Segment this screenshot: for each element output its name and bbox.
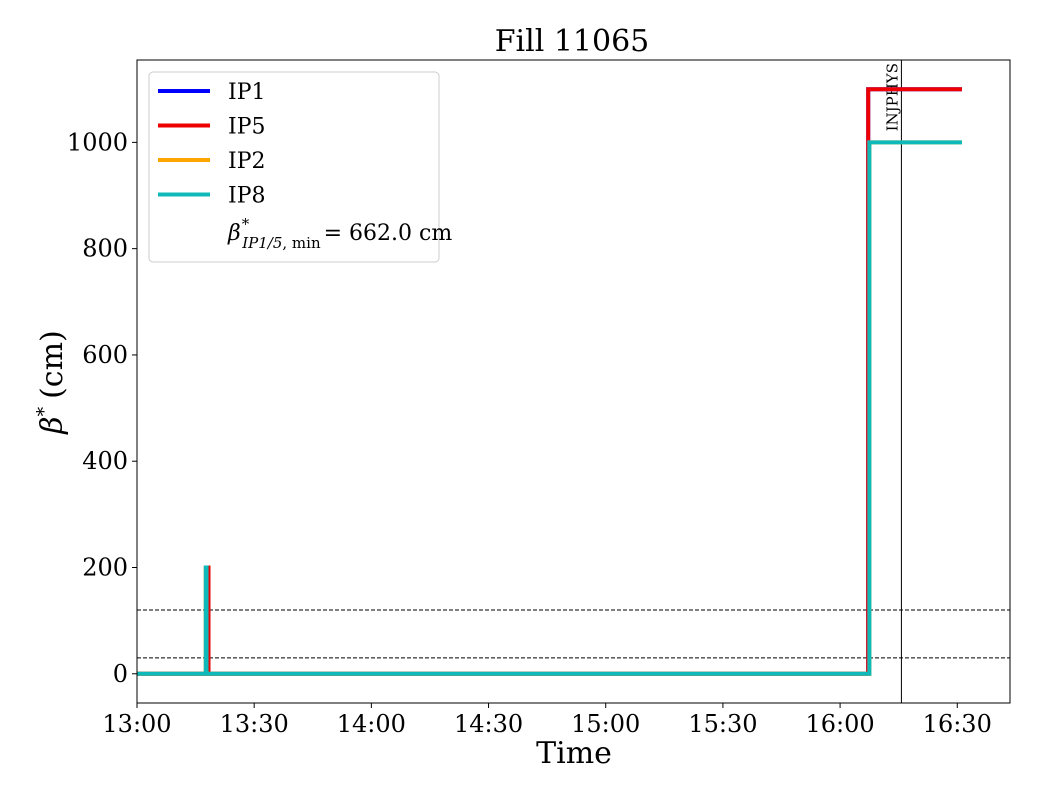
legend-label-ip1: IP1 xyxy=(228,80,266,105)
x-tick-label: 15:00 xyxy=(571,710,640,738)
legend-label-ip2: IP2 xyxy=(228,149,266,174)
legend-label-ip5: IP5 xyxy=(228,115,266,140)
y-axis-title-unit: (cm) xyxy=(35,330,70,399)
x-axis: 13:00 13:30 14:00 14:30 15:00 15:30 16:00 16:30 xyxy=(102,703,992,738)
series-lines xyxy=(137,87,962,676)
y-tick-label: 0 xyxy=(113,660,128,688)
y-axis-title: β* (cm) xyxy=(33,330,70,435)
injphys-label: INJPHYS xyxy=(883,63,901,131)
legend-annotation-value: = 662.0 cm xyxy=(324,221,453,246)
chart-title: Fill 11065 xyxy=(495,24,650,59)
plot-frame xyxy=(136,59,1011,704)
legend-annotation-sub-normal: , min xyxy=(282,234,321,252)
legend-frame xyxy=(148,71,440,263)
x-tick-label: 16:30 xyxy=(923,710,992,738)
plot-area: INJPHYS xyxy=(136,59,1011,704)
x-tick-label: 13:00 xyxy=(102,710,171,738)
legend-entries: IP1 IP5 IP2 IP8 xyxy=(158,80,266,209)
x-tick-label: 15:30 xyxy=(688,710,757,738)
legend-annotation: β* IP1/5, min = 662.0 cm xyxy=(227,215,452,252)
x-tick-label: 16:00 xyxy=(806,710,875,738)
injphys-marker: INJPHYS xyxy=(883,60,902,703)
y-tick-label: 800 xyxy=(82,235,128,263)
x-tick-label: 14:30 xyxy=(454,710,523,738)
legend-annotation-sup: * xyxy=(242,215,250,233)
x-tick-label: 14:00 xyxy=(337,710,406,738)
y-axis-title-sup: * xyxy=(33,406,55,416)
legend-annotation-sub-italic: IP1/5 xyxy=(241,234,282,252)
x-axis-title: Time xyxy=(536,736,612,771)
legend-annotation-symbol: β xyxy=(227,221,241,246)
legend-label-ip8: IP8 xyxy=(228,184,266,209)
y-tick-label: 1000 xyxy=(67,128,128,156)
reference-lines xyxy=(137,609,1010,659)
y-axis-title-symbol: β xyxy=(35,416,70,434)
x-tick-label: 13:30 xyxy=(220,710,289,738)
y-tick-label: 600 xyxy=(82,341,128,369)
series-ip8-line xyxy=(137,140,962,676)
y-axis: 0 200 400 600 800 1000 xyxy=(67,128,137,688)
legend: IP1 IP5 IP2 IP8 β* IP1/5, min = 662.0 cm xyxy=(148,71,452,263)
y-tick-label: 200 xyxy=(82,553,128,581)
y-tick-label: 400 xyxy=(82,447,128,475)
